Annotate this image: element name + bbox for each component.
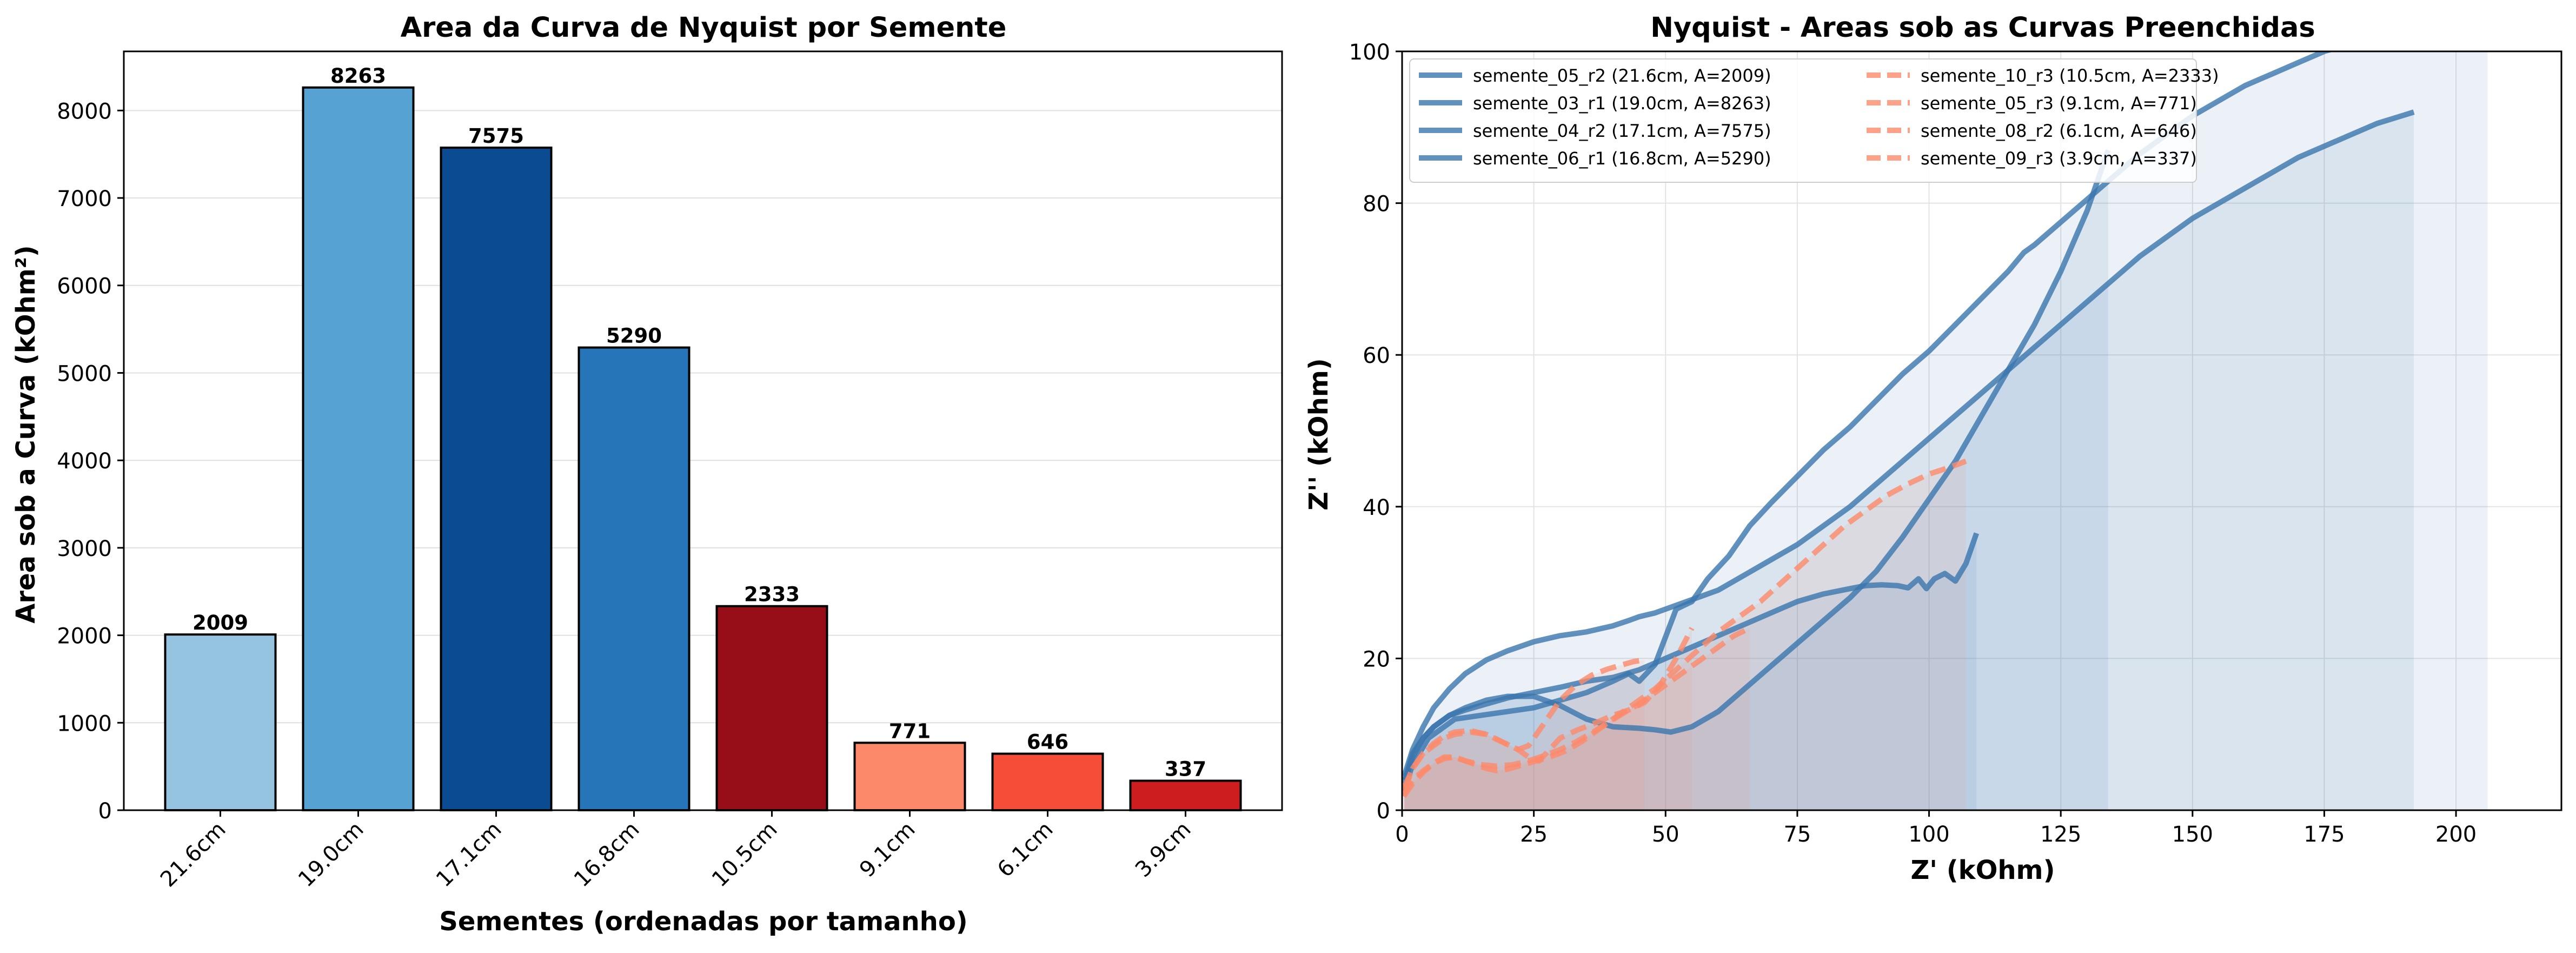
bar-chart-x-axis-label: Sementes (ordenadas por tamanho) xyxy=(439,906,967,937)
nyquist-chart-legend-label: semente_05_r3 (9.1cm, A=771) xyxy=(1921,93,2197,114)
nyquist-chart-x-tick-label: 50 xyxy=(1652,822,1679,847)
bar-chart-bar xyxy=(991,752,1104,811)
nyquist-chart-area-fill xyxy=(1404,660,1645,810)
nyquist-chart-y-axis-label: Z'' (kOhm) xyxy=(1304,358,1334,511)
nyquist-chart-legend-label: semente_08_r2 (6.1cm, A=646) xyxy=(1921,121,2197,141)
nyquist-chart-title: Nyquist - Areas sob as Curvas Preenchida… xyxy=(1650,12,2315,44)
nyquist-chart-x-tick-label: 0 xyxy=(1395,822,1409,847)
nyquist-chart-y-tick-label: 100 xyxy=(1349,40,1390,65)
nyquist-chart-curve xyxy=(1402,51,2334,792)
nyquist-chart-curve xyxy=(1402,109,2415,777)
bar-chart-bar xyxy=(164,633,277,811)
nyquist-chart-area-fill xyxy=(1404,628,1692,810)
nyquist-chart: Nyquist - Areas sob as Curvas Preenchida… xyxy=(1304,12,2562,885)
nyquist-chart-legend: semente_05_r2 (21.6cm, A=2009) semente_03… xyxy=(1409,58,2219,183)
bar-chart-y-tick-label: 7000 xyxy=(57,187,112,211)
nyquist-chart-x-tick-label: 150 xyxy=(2172,822,2213,847)
nyquist-chart-area-fill xyxy=(1404,533,1977,810)
bar-chart-plot-frame xyxy=(123,50,1283,811)
bar-chart-value-label: 8263 xyxy=(330,64,386,88)
nyquist-chart-area-fill xyxy=(1403,461,1966,810)
nyquist-chart-legend-label: semente_10_r3 (10.5cm, A=2333) xyxy=(1921,65,2219,86)
nyquist-chart-legend-label: semente_09_r3 (3.9cm, A=337) xyxy=(1921,148,2197,169)
bar-chart-y-ticks: 0 1000 2000 3000 4000 5000 6000 7000 8000 xyxy=(57,99,124,824)
bar-chart-y-tick-label: 1000 xyxy=(57,711,112,736)
nyquist-chart-legend-label: semente_06_r1 (16.8cm, A=5290) xyxy=(1473,148,1771,169)
nyquist-chart-y-tick-label: 60 xyxy=(1363,343,1390,368)
nyquist-chart-x-tick-label: 125 xyxy=(2040,822,2081,847)
nyquist-chart-area-fill xyxy=(1404,150,2108,810)
nyquist-chart-x-tick-label: 175 xyxy=(2303,822,2345,847)
nyquist-chart-area-fill xyxy=(1403,628,1750,810)
nyquist-chart-x-ticks: 0 25 50 75 100 125 150 175 200 xyxy=(1395,810,2477,847)
nyquist-chart-x-tick-label: 100 xyxy=(1908,822,1949,847)
nyquist-chart-area-fill xyxy=(1404,112,2414,810)
nyquist-chart-curves xyxy=(1402,51,2415,798)
bar-chart-bar xyxy=(1129,779,1242,811)
nyquist-chart-x-tick-label: 75 xyxy=(1783,822,1811,847)
bar-chart-bar xyxy=(440,147,553,811)
bar-chart-value-label: 2333 xyxy=(744,583,800,606)
bar-chart-title: Area da Curva de Nyquist por Semente xyxy=(401,12,1007,44)
nyquist-chart-x-axis-label: Z' (kOhm) xyxy=(1911,855,2055,885)
bar-chart-value-label: 7575 xyxy=(468,124,524,148)
bar-chart-value-label: 646 xyxy=(1027,731,1068,754)
bar-chart-y-tick-label: 3000 xyxy=(57,537,112,561)
nyquist-chart-plot-frame xyxy=(1401,50,2562,811)
nyquist-chart-x-tick-label: 25 xyxy=(1520,822,1548,847)
bar-chart-bar xyxy=(577,346,691,811)
bar-chart-value-label: 771 xyxy=(889,719,931,743)
bar-chart-y-tick-label: 6000 xyxy=(57,274,112,299)
bar-chart-y-axis-label: Area sob a Curva (kOhm²) xyxy=(11,245,41,623)
bar-chart-value-label: 5290 xyxy=(606,325,662,348)
nyquist-chart-curve xyxy=(1402,149,2111,781)
bar-chart-bar xyxy=(715,605,828,811)
bar-chart-y-tick-label: 2000 xyxy=(57,624,112,649)
bar-chart-y-tick-label: 8000 xyxy=(57,99,112,124)
nyquist-chart-curve xyxy=(1402,625,1751,798)
bar-chart-value-labels: 2009 8263 7575 5290 2333 771 646 337 xyxy=(192,64,1206,781)
nyquist-chart-y-ticks: 0 20 40 60 80 100 xyxy=(1349,40,1402,824)
bar-chart-y-tick-label: 5000 xyxy=(57,361,112,386)
bar-chart-bars xyxy=(164,86,1242,812)
nyquist-chart-y-tick-label: 80 xyxy=(1363,192,1390,217)
nyquist-chart-legend-label: semente_04_r2 (17.1cm, A=7575) xyxy=(1473,121,1771,141)
nyquist-chart-legend-label: semente_03_r1 (19.0cm, A=8263) xyxy=(1473,93,1771,114)
bar-chart-value-label: 337 xyxy=(1165,758,1206,781)
bar-chart-bar xyxy=(302,86,415,812)
nyquist-chart-curve xyxy=(1402,657,1645,789)
nyquist-chart-legend-box xyxy=(1409,58,2197,183)
nyquist-chart-y-tick-label: 20 xyxy=(1363,647,1390,672)
nyquist-chart-legend-label: semente_05_r2 (21.6cm, A=2009) xyxy=(1473,65,1771,86)
nyquist-chart-y-tick-label: 40 xyxy=(1363,495,1390,520)
bar-chart-y-tick-label: 0 xyxy=(98,799,112,824)
bar-chart-bar xyxy=(853,742,966,812)
bar-chart-y-tick-label: 4000 xyxy=(57,449,112,474)
nyquist-chart-y-tick-label: 0 xyxy=(1377,799,1390,824)
nyquist-chart-x-tick-label: 200 xyxy=(2435,822,2477,847)
bar-chart-value-label: 2009 xyxy=(192,611,248,634)
